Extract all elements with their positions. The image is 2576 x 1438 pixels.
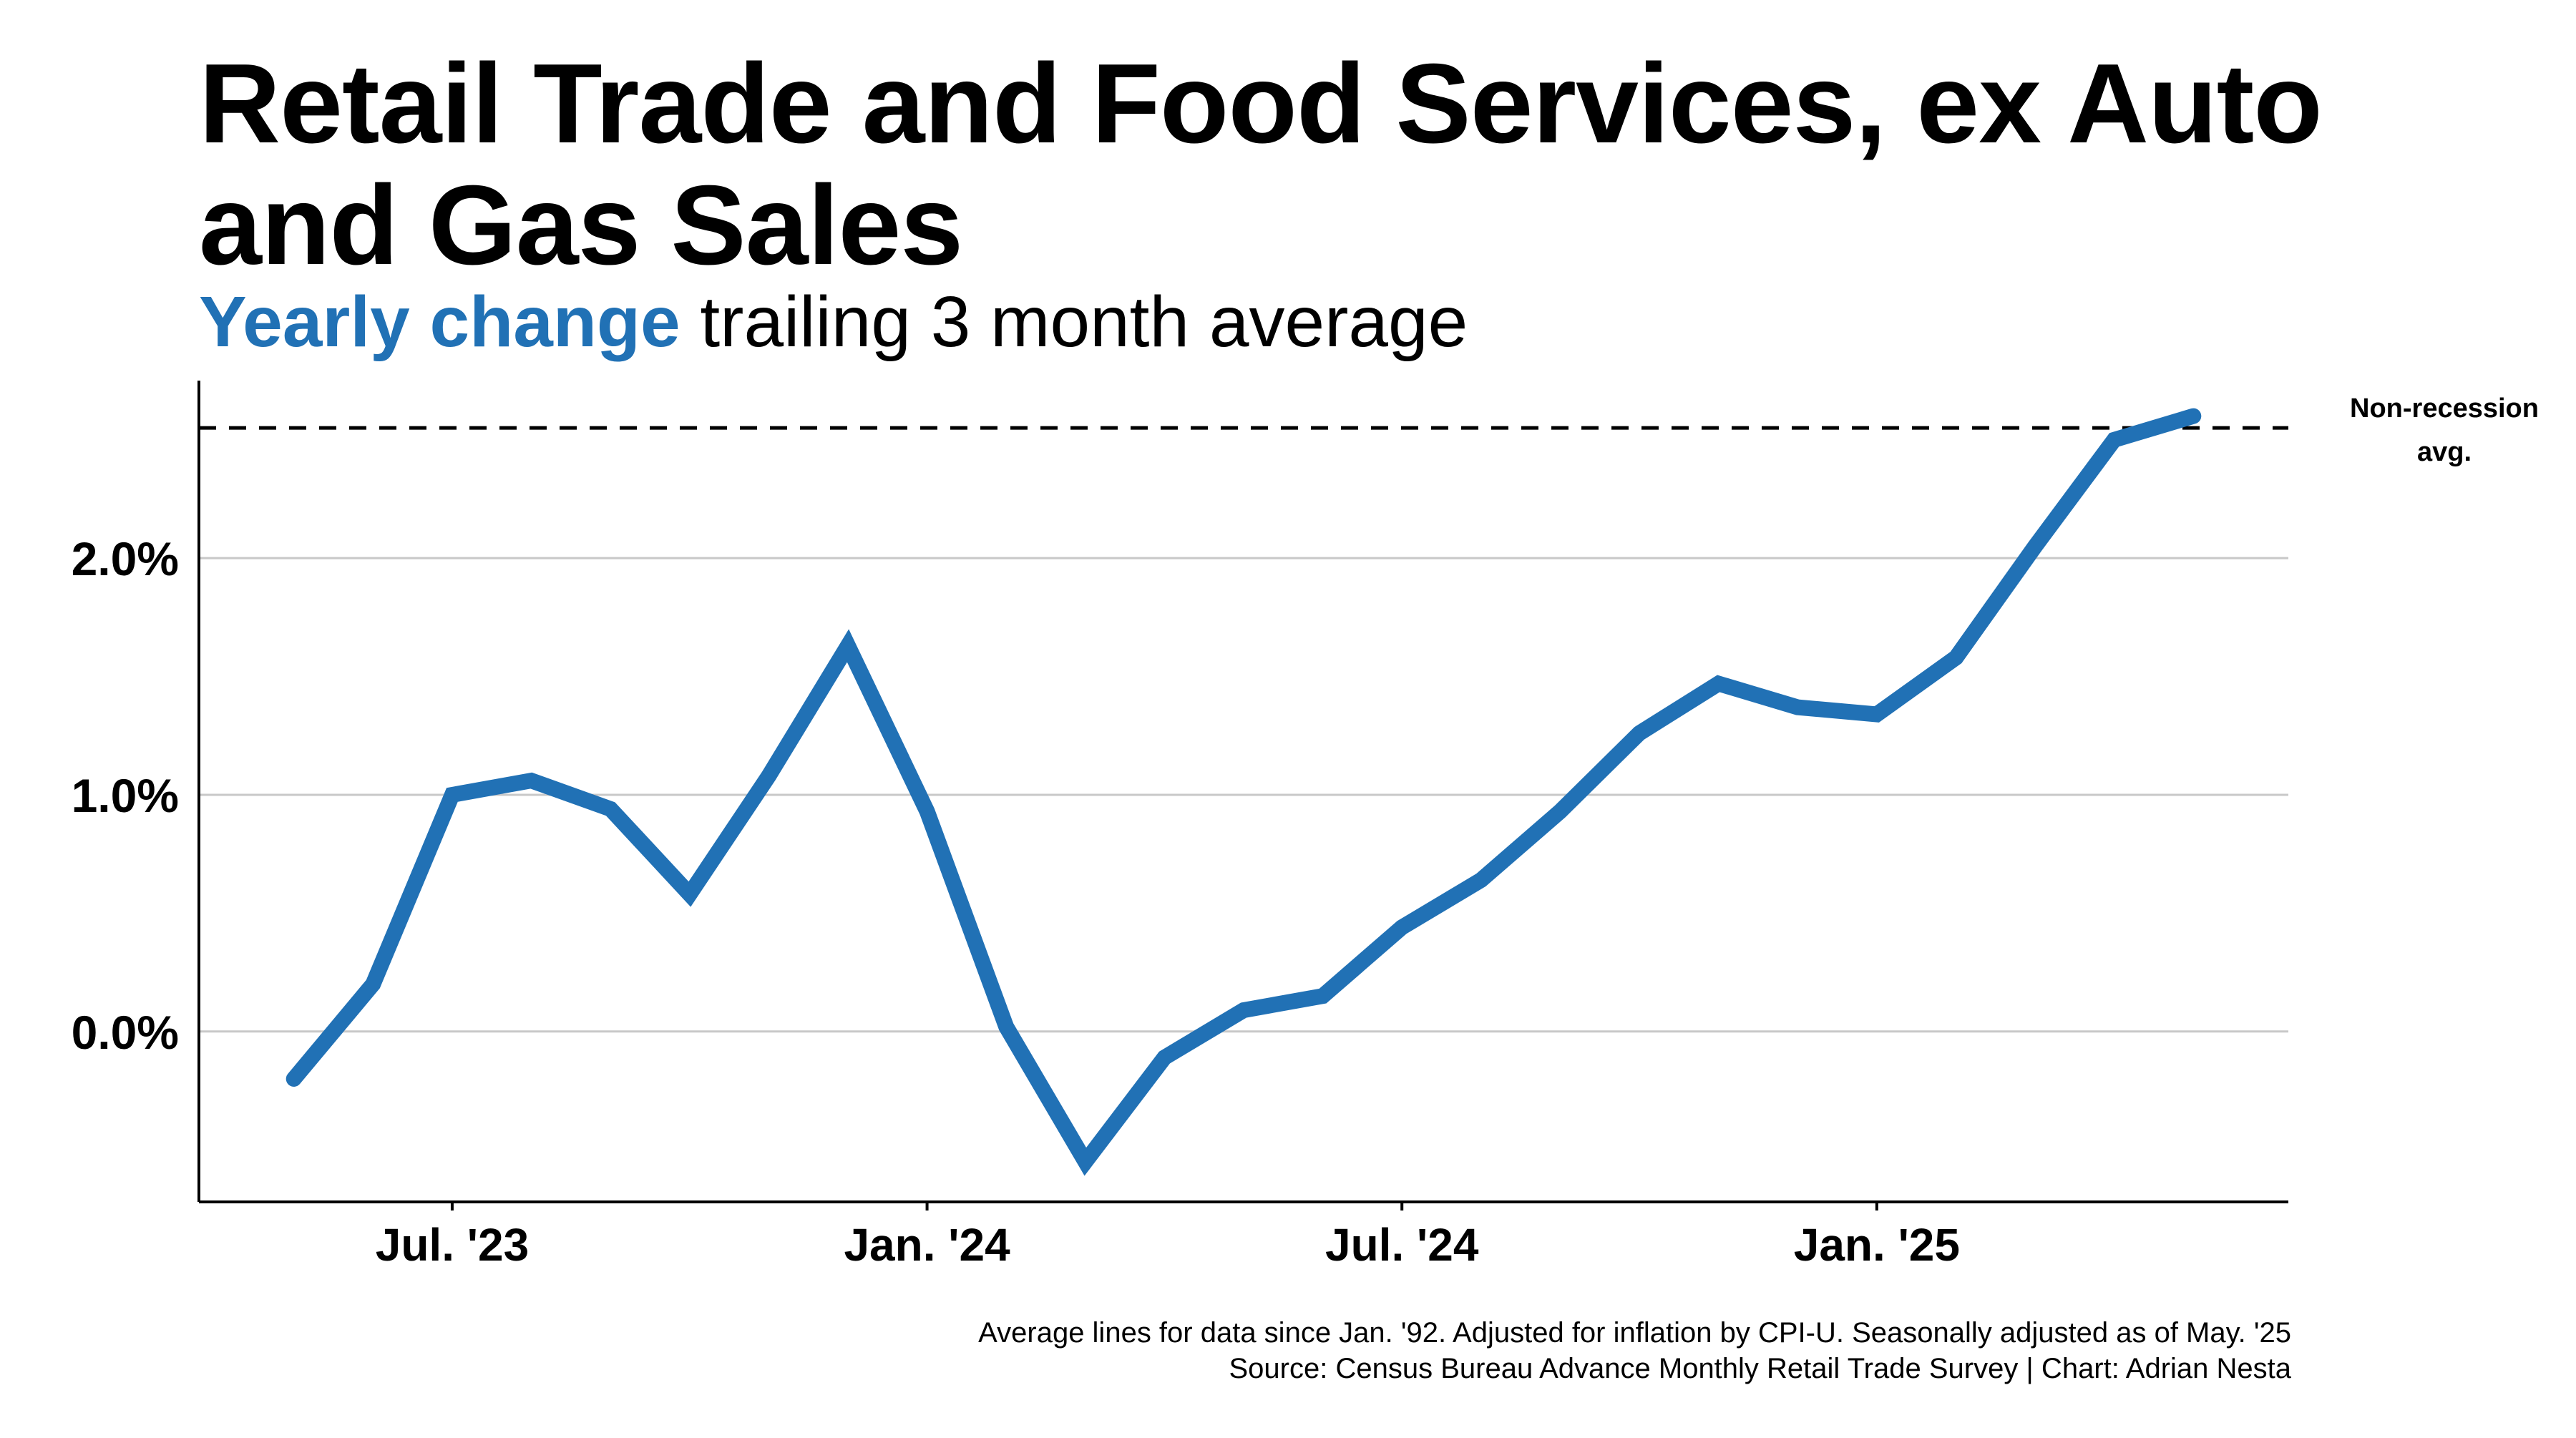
- footnote: Average lines for data since Jan. '92. A…: [978, 1315, 2291, 1386]
- y-tick-label: 1.0%: [72, 769, 179, 822]
- y-tick-label: 0.0%: [72, 1006, 179, 1059]
- subtitle-rest: trailing 3 month average: [680, 282, 1468, 362]
- footnote-notes: Average lines for data since Jan. '92. A…: [978, 1317, 2291, 1349]
- chart-subtitle: Yearly change trailing 3 month average: [199, 279, 1468, 365]
- x-tick-label: Jan. '25: [1794, 1219, 1960, 1271]
- footnote-source: Source: Census Bureau Advance Monthly Re…: [1229, 1353, 2292, 1384]
- gridlines: [199, 557, 2288, 1033]
- y-tick-label: 2.0%: [72, 532, 179, 585]
- series-group: [286, 408, 2202, 1176]
- series-line: [286, 408, 2202, 1176]
- reference-line-label: avg.: [2417, 437, 2472, 467]
- subtitle-highlight: Yearly change: [199, 282, 680, 362]
- tick-labels: 0.0% 1.0% 2.0% Jul. '23 Jan. '24 Jul. '24 Jan.…: [72, 532, 1960, 1271]
- axes: [197, 381, 2288, 1210]
- reference-line-group: Non-recession avg.: [199, 393, 2539, 467]
- x-tick-label: Jul. '23: [376, 1219, 529, 1271]
- x-tick-label: Jan. '24: [844, 1219, 1010, 1271]
- chart-title: Retail Trade and Food Services, ex Auto …: [199, 41, 2323, 288]
- x-tick-label: Jul. '24: [1325, 1219, 1479, 1271]
- reference-line-label: Non-recession: [2350, 393, 2539, 424]
